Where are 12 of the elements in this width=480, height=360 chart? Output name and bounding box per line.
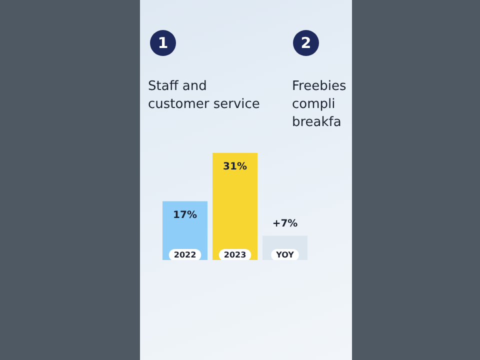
text: 1 xyxy=(150,30,176,56)
x-tick-label: 2023 xyxy=(224,250,246,260)
data-label: 17% xyxy=(173,210,197,221)
text: 2 xyxy=(293,30,319,56)
data-label: +7% xyxy=(272,218,298,230)
x-tick-label: YOY xyxy=(275,250,294,260)
text: breakfa xyxy=(292,114,342,132)
data-label: 31% xyxy=(223,161,247,172)
x-tick-label: 2022 xyxy=(174,250,196,260)
text: compli xyxy=(292,96,336,114)
text: Freebies xyxy=(292,78,346,96)
chart-title: Staff and customer service xyxy=(148,78,261,114)
